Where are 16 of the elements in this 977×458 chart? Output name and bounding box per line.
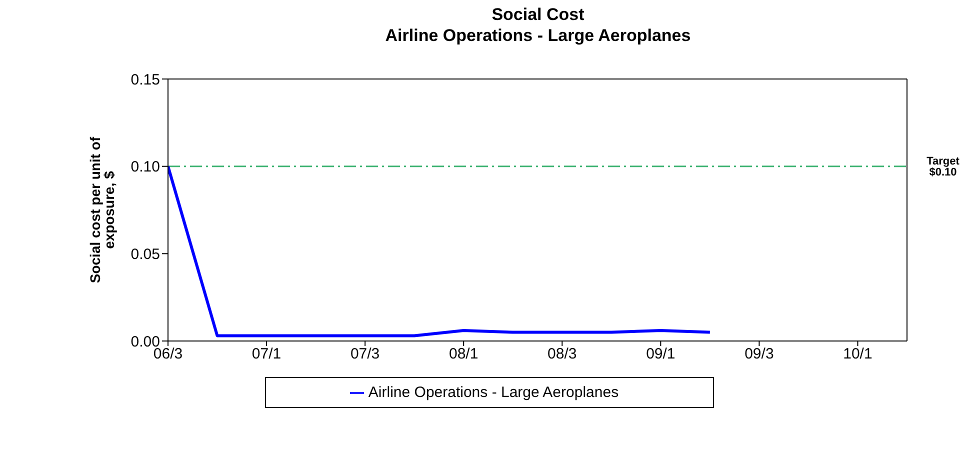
ref-line-label: Target $0.10 <box>926 156 960 179</box>
y-tick-label: 0.05 <box>130 246 160 263</box>
x-tick-label: 10/1 <box>843 346 872 363</box>
y-tick-label: 0.15 <box>130 71 160 88</box>
x-tick-label: 06/3 <box>153 346 183 363</box>
legend-label: Airline Operations - Large Aeroplanes <box>368 384 619 401</box>
x-tick-label: 07/3 <box>350 346 380 363</box>
y-axis-title: Social cost per unit of exposure, $ <box>86 136 117 284</box>
line-series <box>168 164 712 338</box>
chart-title: Social Cost Airline Operations - Large Aeroplanes <box>384 4 692 46</box>
x-tick-label: 07/1 <box>252 346 282 363</box>
x-tick-label: 09/3 <box>744 346 774 363</box>
x-tick-label: 08/3 <box>548 346 577 363</box>
x-tick-label: 08/1 <box>449 346 478 363</box>
x-tick-label: 09/1 <box>646 346 676 363</box>
y-tick-label: 0.10 <box>130 158 160 176</box>
